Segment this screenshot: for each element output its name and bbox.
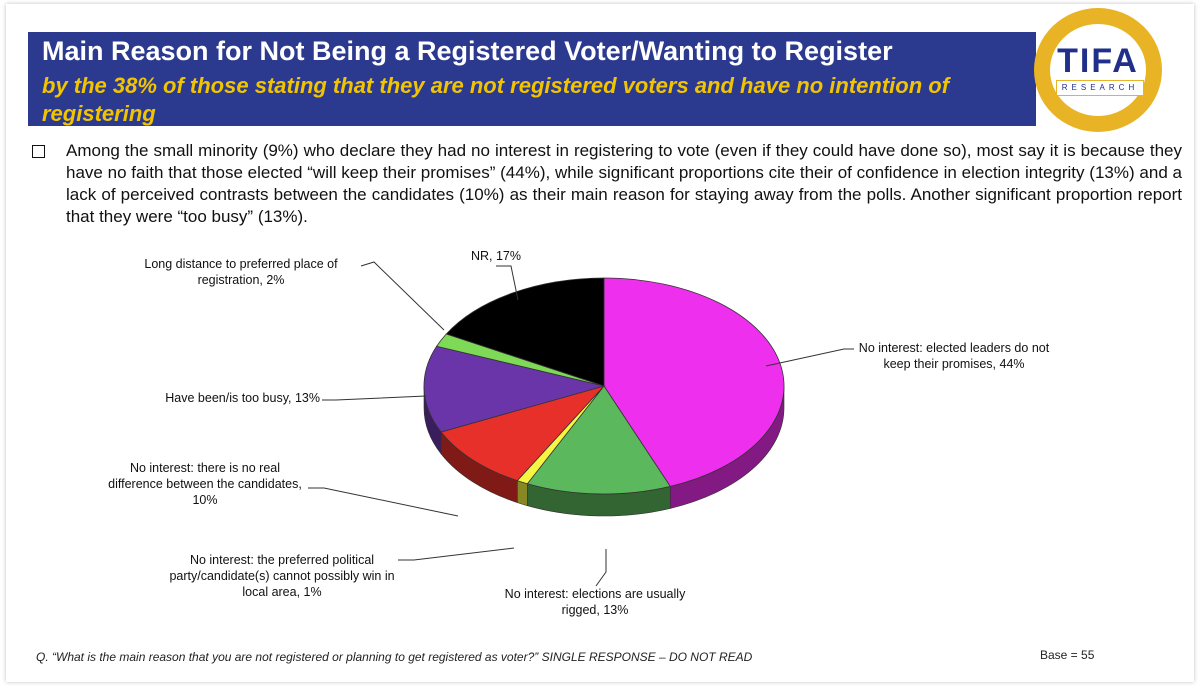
leader-line-0: [360, 261, 445, 331]
pie-slice-1: [526, 385, 671, 495]
pie-slice-6: [445, 277, 605, 387]
label-nr: NR, 17%: [470, 249, 522, 263]
pie-slice-0: [603, 277, 785, 487]
header-banner: Main Reason for Not Being a Registered V…: [28, 32, 1036, 126]
logo-inner: [1050, 24, 1146, 116]
pie-side-2: [516, 480, 528, 507]
checkbox-bullet-icon: [32, 145, 45, 158]
pie-chart: [308, 261, 854, 587]
tifa-logo: TIFA RESEARCH: [1026, 4, 1176, 144]
slide: Main Reason for Not Being a Registered V…: [6, 4, 1194, 682]
leader-line-1: [496, 265, 519, 301]
slide-subtitle: by the 38% of those stating that they ar…: [42, 73, 950, 126]
logo-text: TIFA: [1057, 42, 1139, 80]
leader-line-5: [398, 547, 515, 561]
slide-title: Main Reason for Not Being a Registered V…: [42, 36, 893, 66]
footer-base: Base = 55: [1040, 648, 1095, 662]
leader-line-6: [595, 549, 607, 587]
leader-line-2: [765, 348, 854, 367]
label-too-busy: Have been/is too busy, 13%: [165, 391, 320, 405]
summary-text: Among the small minority (9%) who declar…: [66, 141, 1182, 226]
footer-question: Q. “What is the main reason that you are…: [36, 650, 753, 664]
leader-line-3: [322, 395, 427, 401]
label-elections-rigged: No interest: elections are usually rigge…: [504, 587, 686, 617]
label-leaders-promises: No interest: elected leaders do not keep…: [858, 341, 1050, 371]
label-long-distance: Long distance to preferred place of regi…: [144, 257, 338, 287]
logo-subtext: RESEARCH: [1056, 80, 1144, 96]
pie-slice-4: [423, 345, 606, 433]
label-party-cannot-win: No interest: the preferred political par…: [169, 553, 395, 599]
leader-line-4: [308, 487, 459, 517]
pie-slice-3: [440, 385, 606, 482]
label-no-difference: No interest: there is no real difference…: [108, 461, 302, 507]
